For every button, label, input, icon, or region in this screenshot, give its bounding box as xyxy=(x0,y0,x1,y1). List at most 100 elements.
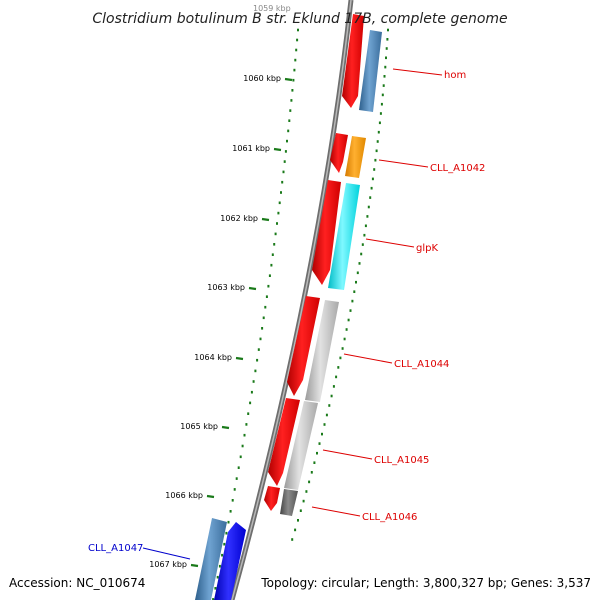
tick-dot xyxy=(237,466,240,469)
tick-dot xyxy=(371,177,374,181)
tick-dot xyxy=(373,168,376,171)
tick-dot xyxy=(379,112,382,115)
gene-cll-a1044-outer[interactable] xyxy=(305,300,339,402)
tick-dot xyxy=(286,139,288,143)
gene-label-cll-a1044[interactable]: CLL_A1044 xyxy=(394,359,449,370)
tick-dot xyxy=(294,58,297,62)
label-leaders xyxy=(142,68,443,560)
major-ticks xyxy=(190,77,293,568)
tick-dot xyxy=(282,170,285,174)
tick-dot xyxy=(386,38,389,41)
tick-label-1065: 1065 kbp xyxy=(180,422,218,431)
tick-dot xyxy=(267,284,270,288)
tick-dot xyxy=(360,252,363,256)
gene-cll-a1042-outer[interactable] xyxy=(345,136,366,178)
tick-dot xyxy=(387,28,389,32)
tick-dot xyxy=(370,186,373,190)
tick-dot xyxy=(363,233,366,237)
tick-dot xyxy=(330,394,333,398)
gene-glpk-outer[interactable] xyxy=(328,183,360,290)
tick-dot xyxy=(214,587,217,590)
tick-dot xyxy=(280,191,282,194)
tick-dot xyxy=(321,432,323,436)
tick-dot xyxy=(316,451,318,455)
gene-cll-a1044-inner[interactable] xyxy=(287,296,320,396)
tick-dot xyxy=(383,75,386,78)
gene-cll-a1047-left[interactable] xyxy=(195,518,227,600)
accession-text: Accession: NC_010674 xyxy=(9,576,145,590)
tick-dot xyxy=(313,461,316,464)
tick-dot xyxy=(291,538,294,541)
gene-label-cll-a1042[interactable]: CLL_A1042 xyxy=(430,163,485,174)
tick-dot xyxy=(374,158,377,162)
gene-cll-a1046-inner[interactable] xyxy=(264,486,280,511)
tick-dot xyxy=(385,56,387,60)
gene-cll-a1042-inner[interactable] xyxy=(330,133,348,173)
tick-dot xyxy=(216,575,219,579)
tick-dot xyxy=(335,375,338,379)
tick-dot xyxy=(295,48,298,52)
gene-hom-outer[interactable] xyxy=(359,30,382,112)
genes xyxy=(195,14,382,600)
gene-label-cll-a1046[interactable]: CLL_A1046 xyxy=(362,512,417,523)
tick-dot xyxy=(264,305,267,309)
tick-dot xyxy=(283,160,286,163)
tick-dot xyxy=(225,531,228,535)
gene-cll-a1046-outer[interactable] xyxy=(280,489,298,516)
tick-dot xyxy=(221,553,224,557)
tick-label-1062: 1062 kbp xyxy=(220,214,258,223)
gene-cll-a1047-right[interactable] xyxy=(214,522,246,600)
tick-marks-left xyxy=(212,28,299,600)
tick-dot xyxy=(247,412,250,415)
tick-dot xyxy=(277,211,280,215)
tick-dot xyxy=(364,224,367,228)
gene-label-glpk[interactable]: glpK xyxy=(416,243,438,254)
tick-dot xyxy=(297,519,299,522)
tick-dot xyxy=(339,356,342,360)
tick-dot xyxy=(367,205,370,209)
tick-dot xyxy=(353,290,356,293)
gene-hom-inner[interactable] xyxy=(342,14,364,108)
gene-label-cll-a1047[interactable]: CLL_A1047 xyxy=(88,543,143,554)
tick-dot xyxy=(328,404,331,407)
tick-dot xyxy=(355,280,357,284)
tick-dot xyxy=(290,99,293,102)
tick-dot xyxy=(259,337,262,341)
tick-dot xyxy=(284,150,287,153)
tick-label-1063: 1063 kbp xyxy=(207,283,245,292)
gene-labels: hom CLL_A1042 glpK CLL_A1044 CLL_A1045 C… xyxy=(88,70,485,554)
tick-dot xyxy=(292,78,295,82)
tick-dot xyxy=(308,480,311,484)
tick-dot xyxy=(249,401,252,405)
tick-dot xyxy=(265,295,268,298)
tick-dot xyxy=(356,271,359,275)
tick-dot xyxy=(257,348,260,351)
tick-dot xyxy=(212,598,215,600)
tick-dot xyxy=(270,263,273,267)
tick-dot xyxy=(235,477,238,480)
gene-label-cll-a1045[interactable]: CLL_A1045 xyxy=(374,455,429,466)
tick-dot xyxy=(229,510,232,513)
tick-label-1059: 1059 kbp xyxy=(253,4,291,13)
tick-labels: 1059 kbp 1060 kbp 1061 kbp 1062 kbp 1063… xyxy=(149,4,290,569)
tick-dot xyxy=(323,423,326,426)
tick-label-1067: 1067 kbp xyxy=(149,560,187,569)
tick-dot xyxy=(384,65,387,69)
tick-dot xyxy=(381,93,384,97)
gene-cll-a1045-inner[interactable] xyxy=(268,398,300,486)
tick-dot xyxy=(227,520,230,524)
tick-dot xyxy=(375,149,378,153)
tick-dot xyxy=(376,140,379,143)
tick-label-1060: 1060 kbp xyxy=(243,74,281,83)
tick-dot xyxy=(278,201,281,205)
page-title: Clostridium botulinum B str. Eklund 17B,… xyxy=(92,11,507,27)
tick-dot xyxy=(287,129,290,133)
tick-dot xyxy=(243,433,246,437)
gene-cll-a1045-outer[interactable] xyxy=(284,401,318,490)
gene-label-hom[interactable]: hom xyxy=(444,70,466,81)
tick-dot xyxy=(366,215,369,218)
gene-glpk-inner[interactable] xyxy=(312,180,341,285)
tick-dot xyxy=(385,47,388,50)
tick-dot xyxy=(293,68,296,72)
